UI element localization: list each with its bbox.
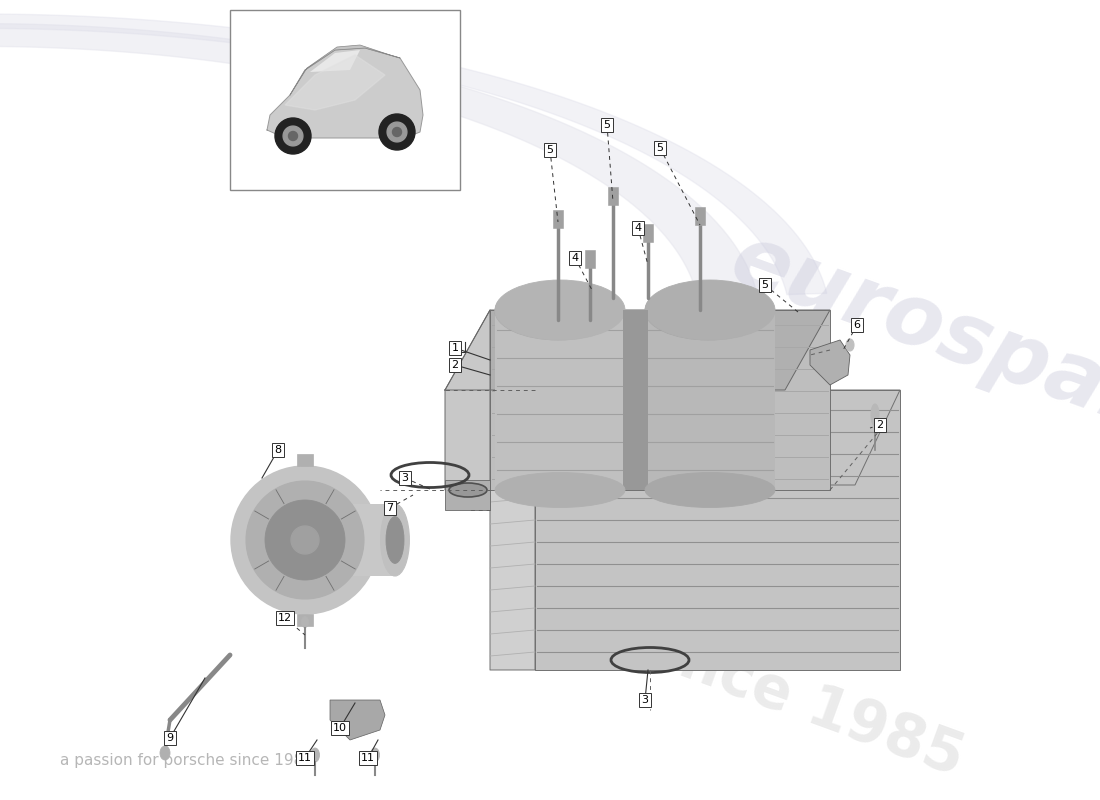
Ellipse shape: [495, 284, 617, 340]
Bar: [608, 187, 618, 205]
Text: 10: 10: [333, 723, 346, 733]
Ellipse shape: [645, 284, 767, 340]
Text: 12: 12: [278, 613, 293, 623]
Bar: [297, 454, 313, 466]
Text: 8: 8: [274, 445, 282, 455]
Polygon shape: [490, 390, 535, 670]
Bar: [644, 224, 653, 242]
Text: 5: 5: [657, 143, 663, 153]
Ellipse shape: [371, 748, 380, 762]
Text: 3: 3: [402, 473, 408, 483]
Circle shape: [387, 122, 407, 142]
Ellipse shape: [301, 617, 308, 627]
Circle shape: [379, 114, 415, 150]
Ellipse shape: [265, 500, 345, 580]
Ellipse shape: [381, 504, 409, 576]
Ellipse shape: [871, 404, 879, 426]
Text: 4: 4: [571, 253, 579, 263]
Text: 5: 5: [604, 120, 611, 130]
Circle shape: [275, 118, 311, 154]
Text: 6: 6: [854, 320, 860, 330]
Ellipse shape: [310, 748, 319, 762]
Polygon shape: [810, 340, 850, 385]
Ellipse shape: [246, 481, 364, 599]
Polygon shape: [290, 45, 400, 95]
Text: 5: 5: [761, 280, 769, 290]
Ellipse shape: [449, 483, 487, 497]
Polygon shape: [0, 24, 760, 320]
Polygon shape: [267, 48, 424, 138]
Text: 11: 11: [298, 753, 312, 763]
Polygon shape: [495, 310, 625, 490]
Ellipse shape: [386, 517, 404, 563]
Ellipse shape: [160, 746, 170, 760]
Text: 2: 2: [877, 420, 883, 430]
Polygon shape: [0, 14, 827, 294]
Ellipse shape: [495, 282, 621, 340]
Polygon shape: [330, 700, 385, 740]
Polygon shape: [446, 310, 830, 390]
Text: a passion for porsche since 1985: a passion for porsche since 1985: [60, 753, 312, 767]
Text: 2: 2: [451, 360, 459, 370]
Polygon shape: [490, 390, 900, 485]
Circle shape: [288, 131, 297, 141]
Polygon shape: [446, 310, 490, 490]
Bar: [297, 614, 313, 626]
Polygon shape: [645, 310, 775, 490]
Polygon shape: [535, 390, 900, 670]
Text: 3: 3: [641, 695, 649, 705]
Bar: [695, 207, 705, 225]
Polygon shape: [490, 310, 830, 490]
Ellipse shape: [293, 504, 318, 576]
Bar: [585, 250, 595, 268]
Text: eurospares: eurospares: [720, 218, 1100, 482]
Ellipse shape: [231, 466, 380, 614]
Bar: [230, 10, 460, 190]
Polygon shape: [623, 310, 648, 490]
Text: 9: 9: [166, 733, 174, 743]
Polygon shape: [285, 55, 385, 110]
Circle shape: [393, 127, 402, 137]
Ellipse shape: [495, 473, 625, 507]
Polygon shape: [446, 480, 490, 510]
Text: 7: 7: [386, 503, 394, 513]
Polygon shape: [310, 50, 360, 72]
Text: 1: 1: [451, 343, 459, 353]
Text: since 1985: since 1985: [620, 613, 971, 787]
Ellipse shape: [292, 526, 319, 554]
Bar: [553, 210, 563, 228]
Text: 11: 11: [361, 753, 375, 763]
Text: 4: 4: [635, 223, 641, 233]
Ellipse shape: [645, 282, 771, 340]
Polygon shape: [305, 504, 395, 576]
Circle shape: [283, 126, 302, 146]
Ellipse shape: [846, 339, 854, 351]
Ellipse shape: [645, 473, 775, 507]
Text: 5: 5: [547, 145, 553, 155]
Ellipse shape: [495, 280, 625, 340]
Ellipse shape: [645, 280, 775, 340]
